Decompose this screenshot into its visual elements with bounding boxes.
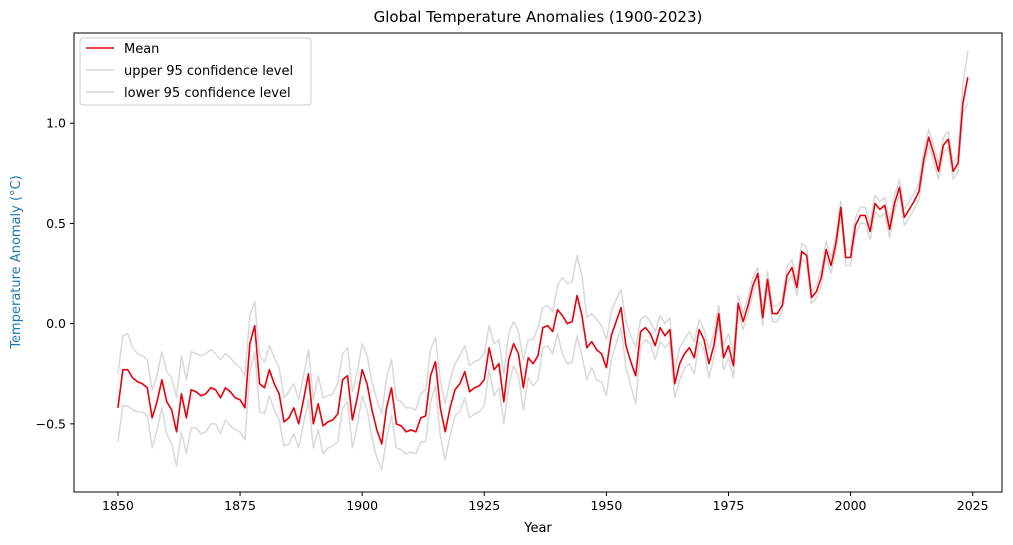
- series-line-upper: [117, 50, 969, 415]
- y-tick-label: 0.5: [46, 216, 66, 231]
- x-tick-label: 1875: [224, 498, 256, 513]
- legend-label-mean: Mean: [124, 42, 159, 57]
- plot-frame: [73, 32, 1003, 493]
- legend-label-lower: lower 95 confidence level: [124, 86, 291, 101]
- legend-label-upper: upper 95 confidence level: [124, 64, 293, 79]
- legend: Mean upper 95 confidence level lower 95 …: [79, 37, 312, 106]
- series-layer: [117, 50, 969, 471]
- x-axis-label: Year: [523, 521, 552, 536]
- chart-title: Global Temperature Anomalies (1900-2023): [374, 8, 703, 26]
- x-axis-ticks: 1850 1875 1900 1925 1950 1975 2000 2025: [102, 492, 989, 513]
- y-tick-label: −0.5: [36, 416, 66, 431]
- x-tick-label: 1950: [590, 498, 622, 513]
- x-tick-label: 1900: [346, 498, 378, 513]
- x-tick-label: 2025: [957, 498, 989, 513]
- y-tick-label: 1.0: [46, 116, 66, 131]
- x-tick-label: 1850: [102, 498, 134, 513]
- x-tick-label: 2000: [835, 498, 867, 513]
- x-tick-label: 1975: [713, 498, 745, 513]
- y-axis-label: Temperature Anomaly (°C): [9, 175, 24, 349]
- x-tick-label: 1925: [468, 498, 500, 513]
- series-line-lower: [117, 102, 969, 471]
- legend-box: [79, 37, 312, 106]
- y-tick-label: 0.0: [46, 316, 66, 331]
- series-line-mean: [117, 76, 969, 445]
- y-axis-ticks: −0.5 0.0 0.5 1.0: [36, 116, 74, 431]
